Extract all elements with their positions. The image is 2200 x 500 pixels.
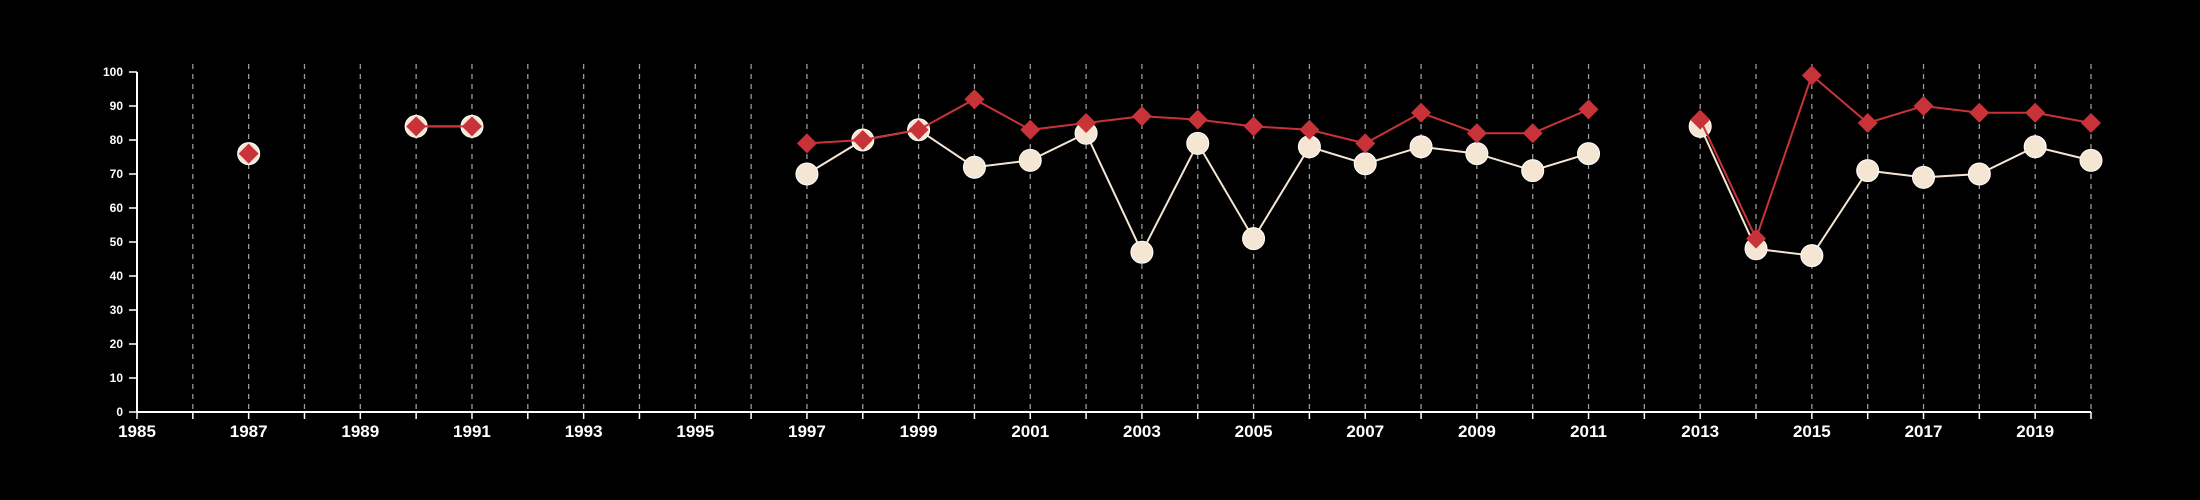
y-tick-label: 20	[110, 337, 124, 351]
data-point-circle	[2079, 148, 2103, 172]
x-tick-label: 2019	[2016, 422, 2054, 441]
x-tick-label: 2001	[1011, 422, 1049, 441]
y-tick-label: 10	[110, 371, 124, 385]
vertical-gridlines	[192, 64, 2092, 412]
data-point-diamond	[1243, 116, 1264, 137]
data-point-circle	[1800, 244, 1824, 268]
x-tick-label: 1997	[788, 422, 826, 441]
x-tick-label: 1989	[341, 422, 379, 441]
x-tick-label: 1999	[900, 422, 938, 441]
x-tick-label: 2007	[1346, 422, 1384, 441]
data-point-diamond	[852, 130, 873, 150]
data-point-diamond	[964, 89, 985, 110]
x-tick-label: 2015	[1793, 422, 1831, 441]
data-point-diamond	[1131, 106, 1152, 127]
x-tick-label: 2005	[1235, 422, 1273, 441]
data-point-diamond	[1801, 65, 1822, 86]
x-tick-label: 2017	[1905, 422, 1943, 441]
y-tick-label: 30	[110, 303, 124, 317]
y-tick-label: 40	[110, 269, 124, 283]
series	[237, 65, 2103, 268]
data-point-diamond	[796, 133, 817, 154]
data-point-circle	[2023, 135, 2047, 159]
data-point-circle	[1967, 162, 1991, 186]
y-tick-label: 50	[110, 235, 124, 249]
data-point-circle	[962, 155, 986, 179]
y-tick-label: 100	[103, 65, 123, 79]
data-point-circle	[1912, 165, 1936, 189]
data-point-diamond	[1020, 119, 1041, 140]
data-point-diamond	[2025, 102, 2046, 123]
data-point-diamond	[908, 119, 929, 140]
data-point-diamond	[1299, 119, 1320, 140]
data-point-circle	[1521, 159, 1545, 183]
data-point-diamond	[1522, 123, 1543, 144]
data-point-diamond	[1746, 228, 1767, 249]
data-point-diamond	[1466, 123, 1487, 144]
data-point-diamond	[461, 116, 482, 137]
data-point-circle	[1018, 148, 1042, 172]
data-point-circle	[1130, 240, 1154, 264]
x-tick-label: 1985	[118, 422, 156, 441]
data-point-diamond	[238, 143, 259, 164]
data-point-diamond	[1578, 99, 1599, 120]
data-point-circle	[1577, 142, 1601, 166]
x-tick-label: 2011	[1570, 422, 1607, 441]
x-tick-label: 1993	[565, 422, 603, 441]
data-point-circle	[1353, 152, 1377, 176]
x-tick-label: 2009	[1458, 422, 1496, 441]
data-point-diamond	[1969, 102, 1990, 123]
data-point-circle	[1856, 159, 1880, 183]
series-circle	[237, 114, 2103, 268]
x-tick-label: 1991	[453, 422, 491, 441]
data-point-circle	[1242, 227, 1266, 251]
data-point-diamond	[406, 116, 427, 137]
data-point-diamond	[2081, 113, 2101, 133]
data-point-diamond	[1411, 102, 1432, 123]
y-tick-label: 80	[110, 133, 124, 147]
y-tick-label: 90	[110, 99, 124, 113]
data-point-circle	[1409, 135, 1433, 159]
data-point-circle	[1465, 142, 1489, 166]
data-point-diamond	[1690, 109, 1711, 130]
series-diamond	[238, 65, 2101, 249]
data-point-diamond	[1187, 109, 1208, 130]
data-point-circle	[1186, 131, 1210, 155]
data-point-circle	[795, 162, 819, 186]
x-tick-label: 1995	[676, 422, 714, 441]
data-point-diamond	[1913, 96, 1934, 116]
x-tick-label: 2013	[1681, 422, 1719, 441]
y-tick-label: 70	[110, 167, 124, 181]
y-tick-label: 60	[110, 201, 124, 215]
y-tick-label: 0	[116, 405, 123, 419]
axes: 0 10 20 30 40 50 60 70 80 90 100 1985 1987 1989 1991 19…	[103, 65, 2092, 441]
data-point-diamond	[1355, 133, 1376, 154]
x-tick-label: 2003	[1123, 422, 1161, 441]
data-point-diamond	[1857, 113, 1878, 133]
data-point-diamond	[1076, 113, 1097, 133]
x-tick-label: 1987	[230, 422, 268, 441]
